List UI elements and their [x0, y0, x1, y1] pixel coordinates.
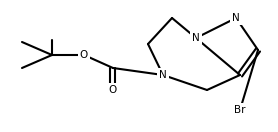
Text: N: N: [192, 33, 200, 43]
Text: N: N: [232, 13, 240, 23]
Text: N: N: [159, 70, 167, 80]
Text: O: O: [109, 85, 117, 95]
Text: O: O: [80, 50, 88, 60]
Text: Br: Br: [234, 105, 246, 115]
